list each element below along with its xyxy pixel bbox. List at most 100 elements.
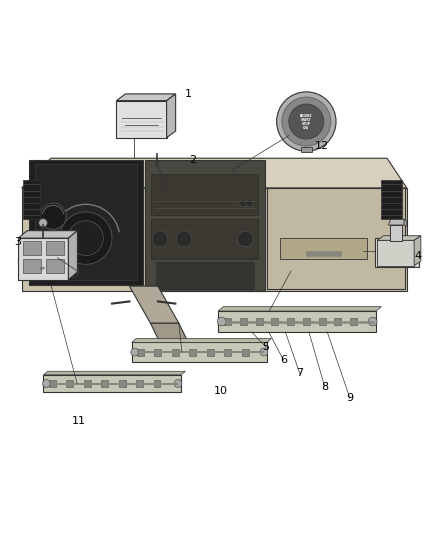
Bar — [154, 349, 161, 356]
Bar — [23, 259, 41, 273]
Circle shape — [131, 348, 139, 356]
Bar — [46, 259, 64, 273]
Bar — [224, 349, 231, 356]
Circle shape — [174, 379, 182, 387]
Bar — [22, 180, 40, 220]
Text: STOP: STOP — [302, 122, 311, 126]
Bar — [117, 101, 166, 138]
Bar — [242, 349, 249, 356]
Bar — [207, 349, 214, 356]
Text: 11: 11 — [72, 416, 86, 426]
Text: 5: 5 — [263, 342, 270, 352]
Bar — [377, 240, 414, 265]
Polygon shape — [414, 236, 421, 265]
Bar — [287, 318, 294, 325]
Bar — [334, 318, 341, 325]
Circle shape — [68, 221, 103, 256]
Bar — [101, 380, 108, 387]
Polygon shape — [377, 236, 421, 240]
Text: 10: 10 — [214, 386, 228, 396]
Bar — [66, 380, 73, 387]
Polygon shape — [150, 323, 195, 356]
Bar — [151, 174, 258, 215]
Polygon shape — [18, 231, 78, 238]
Circle shape — [51, 265, 64, 277]
Bar — [46, 241, 64, 255]
Circle shape — [260, 348, 268, 356]
Polygon shape — [130, 286, 179, 323]
Bar — [218, 311, 376, 332]
Bar — [151, 220, 258, 259]
Polygon shape — [35, 164, 137, 280]
Polygon shape — [117, 94, 176, 101]
Polygon shape — [166, 94, 176, 138]
Bar — [280, 238, 367, 259]
Circle shape — [282, 97, 331, 146]
Circle shape — [368, 317, 377, 326]
Circle shape — [37, 265, 49, 277]
Bar — [84, 380, 91, 387]
Circle shape — [240, 200, 247, 207]
Polygon shape — [68, 231, 78, 280]
Bar — [18, 238, 68, 280]
Polygon shape — [267, 188, 405, 289]
Bar — [153, 380, 160, 387]
Polygon shape — [21, 158, 407, 188]
Bar — [303, 318, 310, 325]
Circle shape — [277, 92, 336, 151]
Text: 6: 6 — [280, 356, 287, 365]
Bar — [43, 375, 181, 392]
Bar — [240, 318, 247, 325]
Bar — [381, 180, 402, 220]
Circle shape — [217, 317, 226, 326]
Text: ENGINE: ENGINE — [300, 114, 313, 118]
Text: 3: 3 — [14, 238, 21, 247]
Bar — [136, 380, 143, 387]
Bar — [350, 318, 357, 325]
Polygon shape — [21, 188, 407, 290]
Circle shape — [40, 203, 66, 229]
Bar — [318, 318, 325, 325]
Polygon shape — [404, 220, 407, 227]
Circle shape — [42, 379, 50, 387]
Bar — [375, 238, 419, 268]
Circle shape — [39, 219, 47, 227]
Polygon shape — [145, 159, 265, 290]
Bar — [256, 318, 263, 325]
Bar — [119, 380, 126, 387]
Bar — [49, 380, 56, 387]
Circle shape — [152, 231, 168, 247]
Polygon shape — [43, 372, 185, 375]
Text: O/A: O/A — [304, 126, 309, 130]
Bar — [301, 147, 311, 152]
Bar — [224, 318, 231, 325]
Circle shape — [67, 265, 79, 277]
Circle shape — [60, 212, 112, 264]
Polygon shape — [29, 159, 143, 285]
Text: 4: 4 — [414, 251, 421, 261]
Circle shape — [246, 200, 253, 207]
Bar — [306, 251, 341, 256]
Bar — [137, 349, 144, 356]
Circle shape — [176, 231, 192, 247]
Text: 2: 2 — [189, 155, 196, 165]
Circle shape — [289, 104, 324, 139]
Bar — [155, 262, 254, 289]
Bar — [272, 318, 279, 325]
Polygon shape — [218, 306, 381, 311]
Text: START: START — [301, 118, 311, 122]
Text: 12: 12 — [314, 141, 328, 151]
Bar — [154, 161, 160, 166]
Polygon shape — [389, 220, 404, 225]
Text: O/P: O/P — [40, 266, 46, 271]
Text: 1: 1 — [185, 89, 192, 99]
Text: 9: 9 — [346, 393, 353, 403]
Text: 8: 8 — [321, 382, 328, 392]
Bar — [132, 343, 267, 362]
Bar — [23, 241, 41, 255]
Bar — [172, 349, 179, 356]
Circle shape — [237, 231, 253, 247]
Polygon shape — [132, 338, 272, 343]
Bar — [189, 349, 196, 356]
Text: 7: 7 — [296, 368, 304, 378]
